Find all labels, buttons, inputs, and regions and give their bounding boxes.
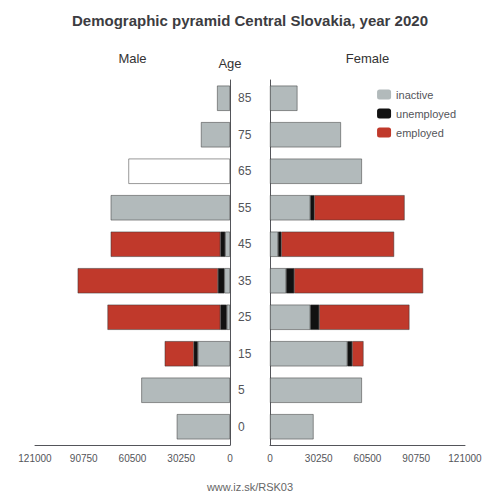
svg-text:Demographic pyramid Central Sl: Demographic pyramid Central Slovakia, ye… xyxy=(72,12,428,29)
svg-text:0: 0 xyxy=(227,453,233,464)
svg-text:90750: 90750 xyxy=(402,453,430,464)
svg-text:Age: Age xyxy=(218,56,241,71)
svg-text:Female: Female xyxy=(346,51,389,66)
svg-text:85: 85 xyxy=(238,91,252,105)
svg-text:5: 5 xyxy=(238,383,245,397)
svg-text:0: 0 xyxy=(267,453,273,464)
svg-text:45: 45 xyxy=(238,237,252,251)
svg-text:inactive: inactive xyxy=(396,89,433,101)
svg-text:Male: Male xyxy=(118,51,146,66)
svg-text:60500: 60500 xyxy=(119,453,147,464)
svg-text:121000: 121000 xyxy=(18,453,52,464)
svg-text:35: 35 xyxy=(238,274,252,288)
svg-text:www.iz.sk/RSK03: www.iz.sk/RSK03 xyxy=(206,481,293,493)
svg-text:121000: 121000 xyxy=(448,453,482,464)
svg-text:unemployed: unemployed xyxy=(396,108,456,120)
svg-text:65: 65 xyxy=(238,164,252,178)
svg-text:90750: 90750 xyxy=(70,453,98,464)
svg-text:15: 15 xyxy=(238,347,252,361)
svg-text:0: 0 xyxy=(238,420,245,434)
svg-text:75: 75 xyxy=(238,128,252,142)
svg-text:30250: 30250 xyxy=(167,453,195,464)
svg-text:employed: employed xyxy=(396,127,444,139)
svg-text:60500: 60500 xyxy=(354,453,382,464)
svg-text:30250: 30250 xyxy=(305,453,333,464)
svg-text:25: 25 xyxy=(238,310,252,324)
svg-text:55: 55 xyxy=(238,201,252,215)
